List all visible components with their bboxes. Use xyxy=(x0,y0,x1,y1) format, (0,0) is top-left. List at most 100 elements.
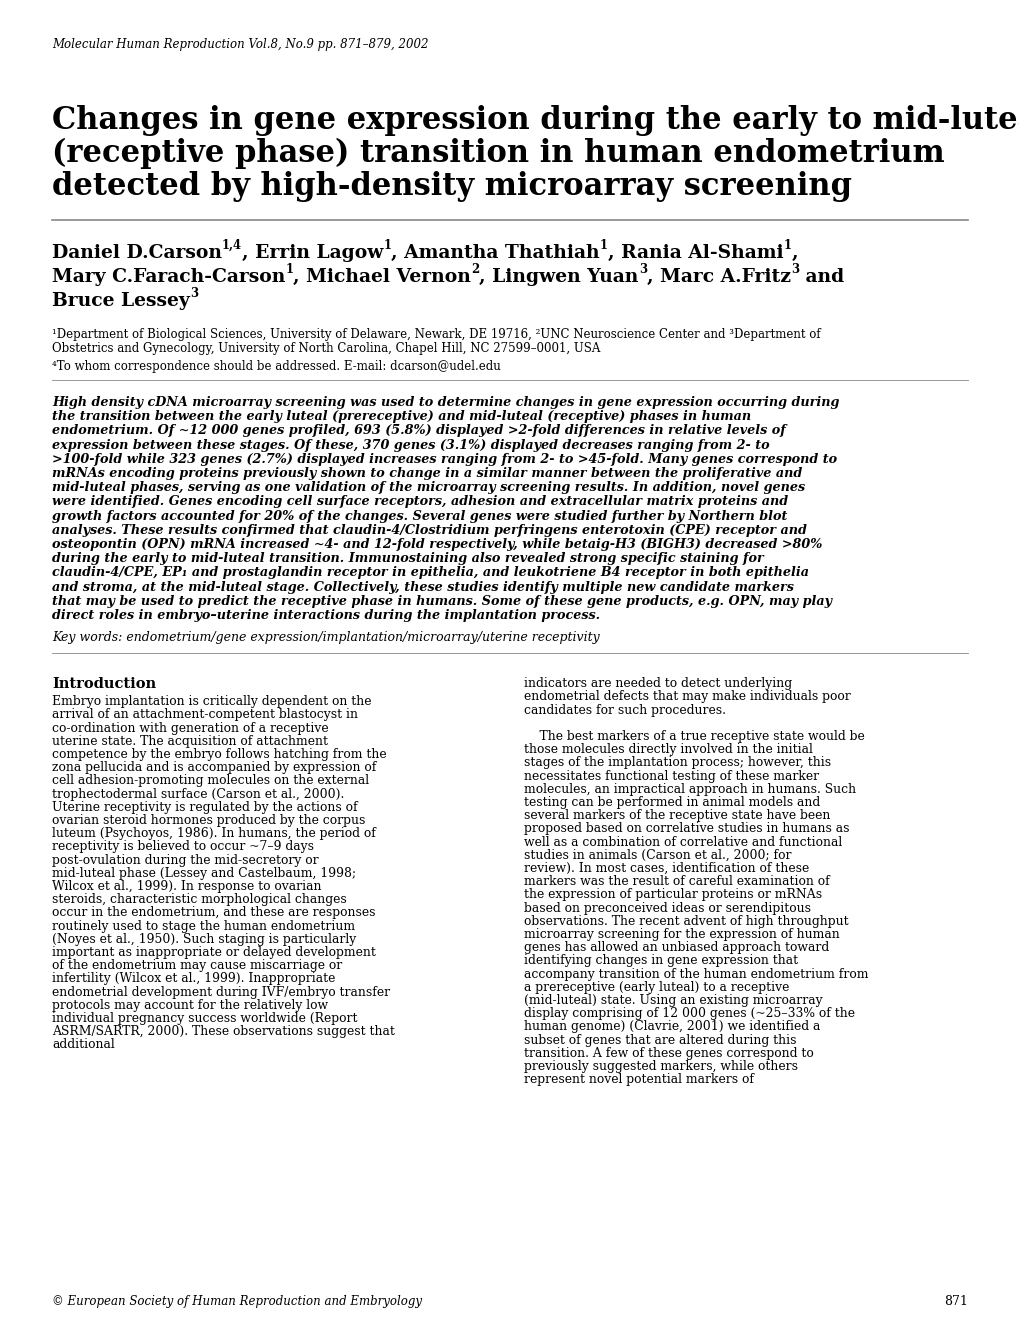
Text: (mid-luteal) state. Using an existing microarray: (mid-luteal) state. Using an existing mi… xyxy=(524,994,821,1007)
Text: Introduction: Introduction xyxy=(52,677,156,692)
Text: steroids, characteristic morphological changes: steroids, characteristic morphological c… xyxy=(52,894,346,907)
Text: previously suggested markers, while others: previously suggested markers, while othe… xyxy=(524,1060,797,1073)
Text: microarray screening for the expression of human: microarray screening for the expression … xyxy=(524,928,839,941)
Text: of the endometrium may cause miscarriage or: of the endometrium may cause miscarriage… xyxy=(52,960,342,973)
Text: endometrium. Of ~12 000 genes profiled, 693 (5.8%) displayed >2-fold differences: endometrium. Of ~12 000 genes profiled, … xyxy=(52,425,785,437)
Text: genes has allowed an unbiased approach toward: genes has allowed an unbiased approach t… xyxy=(524,941,828,954)
Text: 1: 1 xyxy=(383,239,391,252)
Text: individual pregnancy success worldwide (Report: individual pregnancy success worldwide (… xyxy=(52,1012,357,1026)
Text: well as a combination of correlative and functional: well as a combination of correlative and… xyxy=(524,836,842,849)
Text: endometrial defects that may make individuals poor: endometrial defects that may make indivi… xyxy=(524,690,850,704)
Text: 1: 1 xyxy=(599,239,607,252)
Text: ovarian steroid hormones produced by the corpus: ovarian steroid hormones produced by the… xyxy=(52,814,365,828)
Text: a prereceptive (early luteal) to a receptive: a prereceptive (early luteal) to a recep… xyxy=(524,981,789,994)
Text: 3: 3 xyxy=(638,263,646,276)
Text: Wilcox et al., 1999). In response to ovarian: Wilcox et al., 1999). In response to ova… xyxy=(52,880,321,894)
Text: and: and xyxy=(798,268,844,286)
Text: molecules, an impractical approach in humans. Such: molecules, an impractical approach in hu… xyxy=(524,783,855,796)
Text: 871: 871 xyxy=(944,1295,967,1308)
Text: Mary C.Farach-Carson: Mary C.Farach-Carson xyxy=(52,268,285,286)
Text: 1: 1 xyxy=(285,263,293,276)
Text: the transition between the early luteal (prereceptive) and mid-luteal (receptive: the transition between the early luteal … xyxy=(52,411,750,424)
Text: ⁴To whom correspondence should be addressed. E-mail: dcarson@udel.edu: ⁴To whom correspondence should be addres… xyxy=(52,360,500,374)
Text: claudin-4/CPE, EP₁ and prostaglandin receptor in epithelia, and leukotriene B4 r: claudin-4/CPE, EP₁ and prostaglandin rec… xyxy=(52,566,808,579)
Text: 3: 3 xyxy=(790,263,798,276)
Text: candidates for such procedures.: candidates for such procedures. xyxy=(524,704,726,717)
Text: Obstetrics and Gynecology, University of North Carolina, Chapel Hill, NC 27599–0: Obstetrics and Gynecology, University of… xyxy=(52,342,600,355)
Text: growth factors accounted for 20% of the changes. Several genes were studied furt: growth factors accounted for 20% of the … xyxy=(52,510,787,523)
Text: the expression of particular proteins or mRNAs: the expression of particular proteins or… xyxy=(524,888,821,902)
Text: (receptive phase) transition in human endometrium: (receptive phase) transition in human en… xyxy=(52,139,944,169)
Text: 1: 1 xyxy=(783,239,791,252)
Text: direct roles in embryo–uterine interactions during the implantation process.: direct roles in embryo–uterine interacti… xyxy=(52,609,599,622)
Text: testing can be performed in animal models and: testing can be performed in animal model… xyxy=(524,796,819,809)
Text: 3: 3 xyxy=(190,286,198,300)
Text: ASRM/SARTR, 2000). These observations suggest that: ASRM/SARTR, 2000). These observations su… xyxy=(52,1026,394,1039)
Text: stages of the implantation process; however, this: stages of the implantation process; howe… xyxy=(524,756,830,770)
Text: cell adhesion-promoting molecules on the external: cell adhesion-promoting molecules on the… xyxy=(52,775,369,788)
Text: Embryo implantation is critically dependent on the: Embryo implantation is critically depend… xyxy=(52,696,371,709)
Text: , Errin Lagow: , Errin Lagow xyxy=(242,244,383,261)
Text: mid-luteal phases, serving as one validation of the microarray screening results: mid-luteal phases, serving as one valida… xyxy=(52,482,804,494)
Text: expression between these stages. Of these, 370 genes (3.1%) displayed decreases : expression between these stages. Of thes… xyxy=(52,438,769,451)
Text: additional: additional xyxy=(52,1039,115,1052)
Text: competence by the embryo follows hatching from the: competence by the embryo follows hatchin… xyxy=(52,748,386,762)
Text: endometrial development during IVF/embryo transfer: endometrial development during IVF/embry… xyxy=(52,986,389,999)
Text: infertility (Wilcox et al., 1999). Inappropriate: infertility (Wilcox et al., 1999). Inapp… xyxy=(52,973,335,986)
Text: indicators are needed to detect underlying: indicators are needed to detect underlyi… xyxy=(524,677,792,690)
Text: , Michael Vernon: , Michael Vernon xyxy=(293,268,471,286)
Text: studies in animals (Carson et al., 2000; for: studies in animals (Carson et al., 2000;… xyxy=(524,849,791,862)
Text: , Marc A.Fritz: , Marc A.Fritz xyxy=(646,268,790,286)
Text: occur in the endometrium, and these are responses: occur in the endometrium, and these are … xyxy=(52,907,375,920)
Text: identifying changes in gene expression that: identifying changes in gene expression t… xyxy=(524,954,797,968)
Text: , Amantha Thathiah: , Amantha Thathiah xyxy=(391,244,599,261)
Text: 1,4: 1,4 xyxy=(222,239,242,252)
Text: osteopontin (OPN) mRNA increased ~4- and 12-fold respectively, while betaig-H3 (: osteopontin (OPN) mRNA increased ~4- and… xyxy=(52,539,821,550)
Text: display comprising of 12 000 genes (~25–33% of the: display comprising of 12 000 genes (~25–… xyxy=(524,1007,854,1020)
Text: several markers of the receptive state have been: several markers of the receptive state h… xyxy=(524,809,829,822)
Text: Bruce Lessey: Bruce Lessey xyxy=(52,292,190,310)
Text: The best markers of a true receptive state would be: The best markers of a true receptive sta… xyxy=(524,730,864,743)
Text: arrival of an attachment-competent blastocyst in: arrival of an attachment-competent blast… xyxy=(52,709,358,722)
Text: , Rania Al-Shami: , Rania Al-Shami xyxy=(607,244,783,261)
Text: protocols may account for the relatively low: protocols may account for the relatively… xyxy=(52,999,328,1012)
Text: transition. A few of these genes correspond to: transition. A few of these genes corresp… xyxy=(524,1047,813,1060)
Text: detected by high-density microarray screening: detected by high-density microarray scre… xyxy=(52,172,851,202)
Text: co-ordination with generation of a receptive: co-ordination with generation of a recep… xyxy=(52,722,328,735)
Text: trophectodermal surface (Carson et al., 2000).: trophectodermal surface (Carson et al., … xyxy=(52,788,344,801)
Text: Key words: endometrium/gene expression/implantation/microarray/uterine receptivi: Key words: endometrium/gene expression/i… xyxy=(52,631,599,644)
Text: ¹Department of Biological Sciences, University of Delaware, Newark, DE 19716, ²U: ¹Department of Biological Sciences, Univ… xyxy=(52,327,820,341)
Text: markers was the result of careful examination of: markers was the result of careful examin… xyxy=(524,875,828,888)
Text: luteum (Psychoyos, 1986). In humans, the period of: luteum (Psychoyos, 1986). In humans, the… xyxy=(52,828,376,841)
Text: that may be used to predict the receptive phase in humans. Some of these gene pr: that may be used to predict the receptiv… xyxy=(52,595,832,607)
Text: Changes in gene expression during the early to mid-luteal: Changes in gene expression during the ea… xyxy=(52,106,1019,136)
Text: during the early to mid-luteal transition. Immunostaining also revealed strong s: during the early to mid-luteal transitio… xyxy=(52,552,763,565)
Text: ,: , xyxy=(791,244,798,261)
Text: post-ovulation during the mid-secretory or: post-ovulation during the mid-secretory … xyxy=(52,854,318,867)
Text: © European Society of Human Reproduction and Embryology: © European Society of Human Reproduction… xyxy=(52,1295,422,1308)
Text: Uterine receptivity is regulated by the actions of: Uterine receptivity is regulated by the … xyxy=(52,801,358,814)
Text: those molecules directly involved in the initial: those molecules directly involved in the… xyxy=(524,743,812,756)
Text: mid-luteal phase (Lessey and Castelbaum, 1998;: mid-luteal phase (Lessey and Castelbaum,… xyxy=(52,867,356,880)
Text: 2: 2 xyxy=(471,263,479,276)
Text: and stroma, at the mid-luteal stage. Collectively, these studies identify multip: and stroma, at the mid-luteal stage. Col… xyxy=(52,581,793,594)
Text: subset of genes that are altered during this: subset of genes that are altered during … xyxy=(524,1034,796,1047)
Text: Daniel D.Carson: Daniel D.Carson xyxy=(52,244,222,261)
Text: represent novel potential markers of: represent novel potential markers of xyxy=(524,1073,753,1086)
Text: zona pellucida and is accompanied by expression of: zona pellucida and is accompanied by exp… xyxy=(52,762,376,775)
Text: , Lingwen Yuan: , Lingwen Yuan xyxy=(479,268,638,286)
Text: were identified. Genes encoding cell surface receptors, adhesion and extracellul: were identified. Genes encoding cell sur… xyxy=(52,495,788,508)
Text: uterine state. The acquisition of attachment: uterine state. The acquisition of attach… xyxy=(52,735,328,748)
Text: High density cDNA microarray screening was used to determine changes in gene exp: High density cDNA microarray screening w… xyxy=(52,396,839,409)
Text: >100-fold while 323 genes (2.7%) displayed increases ranging from 2- to >45-fold: >100-fold while 323 genes (2.7%) display… xyxy=(52,453,837,466)
Text: accompany transition of the human endometrium from: accompany transition of the human endome… xyxy=(524,968,867,981)
Text: review). In most cases, identification of these: review). In most cases, identification o… xyxy=(524,862,808,875)
Text: analyses. These results confirmed that claudin-4/Clostridium perfringens enterot: analyses. These results confirmed that c… xyxy=(52,524,806,537)
Text: important as inappropriate or delayed development: important as inappropriate or delayed de… xyxy=(52,946,376,960)
Text: (Noyes et al., 1950). Such staging is particularly: (Noyes et al., 1950). Such staging is pa… xyxy=(52,933,356,946)
Text: necessitates functional testing of these marker: necessitates functional testing of these… xyxy=(524,770,818,783)
Text: proposed based on correlative studies in humans as: proposed based on correlative studies in… xyxy=(524,822,849,836)
Text: based on preconceived ideas or serendipitous: based on preconceived ideas or serendipi… xyxy=(524,902,810,915)
Text: Molecular Human Reproduction Vol.8, No.9 pp. 871–879, 2002: Molecular Human Reproduction Vol.8, No.9… xyxy=(52,38,428,51)
Text: mRNAs encoding proteins previously shown to change in a similar manner between t: mRNAs encoding proteins previously shown… xyxy=(52,467,802,480)
